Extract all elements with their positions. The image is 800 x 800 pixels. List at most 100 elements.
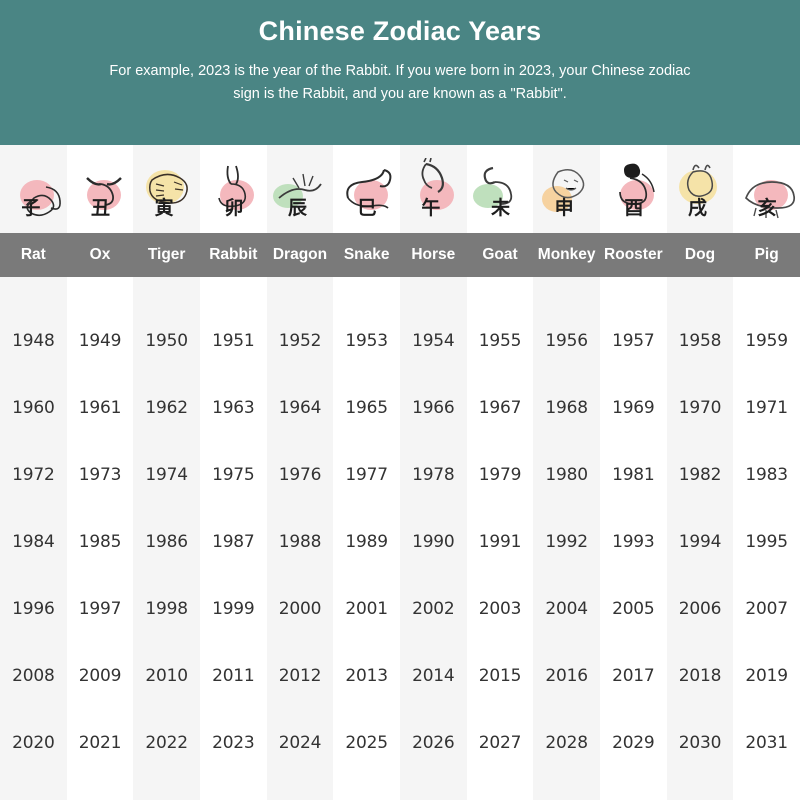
year-cell[interactable]: 1962 [145, 397, 188, 418]
year-cell[interactable]: 1999 [212, 598, 255, 619]
year-cell[interactable]: 1954 [412, 330, 455, 351]
column-header-dragon[interactable]: Dragon [266, 233, 334, 277]
year-cell[interactable]: 1963 [212, 397, 255, 418]
year-cell[interactable]: 1955 [478, 330, 522, 351]
year-cell[interactable]: 2015 [478, 665, 522, 686]
year-cell[interactable]: 1970 [678, 397, 722, 418]
year-cell[interactable]: 1975 [212, 464, 255, 485]
year-cell[interactable]: 1995 [745, 531, 788, 552]
year-cell[interactable]: 1967 [478, 397, 522, 418]
year-cell[interactable]: 1994 [678, 531, 722, 552]
year-cell[interactable]: 1972 [12, 464, 55, 485]
year-cell[interactable]: 2031 [745, 732, 788, 753]
year-cell[interactable]: 1953 [345, 330, 388, 351]
year-cell[interactable]: 1989 [345, 531, 388, 552]
year-cell[interactable]: 1983 [745, 464, 788, 485]
year-cell[interactable]: 1956 [545, 330, 588, 351]
year-cell[interactable]: 1965 [345, 397, 388, 418]
year-cell[interactable]: 2020 [12, 732, 55, 753]
year-cell[interactable]: 2024 [278, 732, 322, 753]
year-cell[interactable]: 2005 [612, 598, 655, 619]
year-cell[interactable]: 2007 [745, 598, 788, 619]
year-cell[interactable]: 1968 [545, 397, 588, 418]
year-cell[interactable]: 1961 [78, 397, 122, 418]
year-cell[interactable]: 1996 [12, 598, 55, 619]
year-cell[interactable]: 2026 [412, 732, 455, 753]
year-cell[interactable]: 2018 [678, 665, 722, 686]
year-cell[interactable]: 2021 [78, 732, 122, 753]
snake-brush-icon-sketch [338, 158, 396, 220]
column-header-pig[interactable]: Pig [733, 233, 800, 277]
column-header-rabbit[interactable]: Rabbit [199, 233, 267, 277]
year-cell[interactable]: 1980 [545, 464, 588, 485]
year-cell[interactable]: 1957 [612, 330, 655, 351]
year-cell[interactable]: 1986 [145, 531, 188, 552]
year-cell[interactable]: 1973 [78, 464, 122, 485]
year-cell[interactable]: 1969 [612, 397, 655, 418]
year-cell[interactable]: 2003 [478, 598, 522, 619]
year-cell[interactable]: 2030 [678, 732, 722, 753]
year-cell[interactable]: 1987 [212, 531, 255, 552]
column-header-snake[interactable]: Snake [333, 233, 400, 277]
year-cell[interactable]: 2012 [278, 665, 322, 686]
year-cell[interactable]: 1958 [678, 330, 722, 351]
year-cell[interactable]: 2016 [545, 665, 588, 686]
year-cell[interactable]: 1976 [278, 464, 322, 485]
year-cell[interactable]: 1952 [278, 330, 322, 351]
year-cell[interactable]: 1948 [12, 330, 55, 351]
column-header-rooster[interactable]: Rooster [599, 233, 667, 277]
year-cell[interactable]: 2011 [212, 665, 255, 686]
year-cell[interactable]: 2025 [345, 732, 388, 753]
year-cell[interactable]: 1964 [278, 397, 322, 418]
column-header-dog[interactable]: Dog [666, 233, 734, 277]
year-cell[interactable]: 2029 [612, 732, 655, 753]
year-cell[interactable]: 1977 [345, 464, 388, 485]
column-header-label: Monkey [537, 246, 596, 263]
column-header-horse[interactable]: Horse [399, 233, 467, 277]
year-cell[interactable]: 1951 [212, 330, 255, 351]
year-cell[interactable]: 1974 [145, 464, 188, 485]
year-cell[interactable]: 1978 [412, 464, 455, 485]
column-header-ox[interactable]: Ox [66, 233, 134, 277]
year-cell[interactable]: 1997 [78, 598, 122, 619]
year-cell[interactable]: 1988 [278, 531, 322, 552]
year-cell[interactable]: 2019 [745, 665, 788, 686]
year-cell[interactable]: 2004 [545, 598, 588, 619]
year-cell[interactable]: 2028 [545, 732, 588, 753]
year-cell[interactable]: 1984 [12, 531, 55, 552]
year-cell[interactable]: 1966 [412, 397, 455, 418]
year-cell[interactable]: 2000 [278, 598, 322, 619]
column-header-tiger[interactable]: Tiger [133, 233, 200, 277]
year-cell[interactable]: 2013 [345, 665, 388, 686]
year-cell[interactable]: 1998 [145, 598, 188, 619]
column-header-rat[interactable]: Rat [0, 233, 67, 277]
year-cell[interactable]: 2001 [345, 598, 388, 619]
year-cell[interactable]: 2006 [678, 598, 722, 619]
year-cell[interactable]: 1982 [678, 464, 722, 485]
year-cell[interactable]: 2008 [12, 665, 55, 686]
year-cell[interactable]: 1990 [412, 531, 455, 552]
column-header-monkey[interactable]: Monkey [533, 233, 600, 277]
year-cell[interactable]: 1985 [78, 531, 122, 552]
year-cell[interactable]: 1950 [145, 330, 188, 351]
year-cell[interactable]: 2017 [612, 665, 655, 686]
year-cell[interactable]: 1960 [12, 397, 55, 418]
year-cell[interactable]: 2014 [412, 665, 455, 686]
year-cell[interactable]: 1949 [78, 330, 122, 351]
column-header-goat[interactable]: Goat [466, 233, 534, 277]
year-cell[interactable]: 2022 [145, 732, 188, 753]
zodiac-han-character: 巳 [357, 197, 377, 219]
year-cell[interactable]: 1992 [545, 531, 588, 552]
zodiac-name-header-row: Rat Ox Tiger Rabbit Dragon Snake Horse Goat Monk… [0, 233, 800, 277]
year-cell[interactable]: 2009 [78, 665, 122, 686]
year-cell[interactable]: 1971 [745, 397, 788, 418]
year-cell[interactable]: 2010 [145, 665, 188, 686]
year-cell[interactable]: 2027 [478, 732, 522, 753]
year-cell[interactable]: 1981 [612, 464, 655, 485]
year-cell[interactable]: 1991 [478, 531, 522, 552]
year-cell[interactable]: 1993 [612, 531, 655, 552]
year-cell[interactable]: 1979 [478, 464, 522, 485]
year-cell[interactable]: 1959 [745, 330, 788, 351]
year-cell[interactable]: 2002 [412, 598, 455, 619]
year-cell[interactable]: 2023 [212, 732, 255, 753]
